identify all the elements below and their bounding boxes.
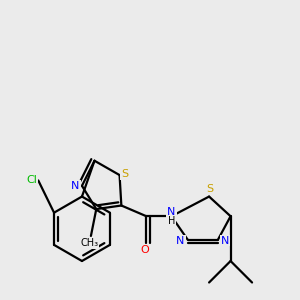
Text: N: N <box>167 207 176 217</box>
Text: N: N <box>71 181 80 191</box>
Text: CH₃: CH₃ <box>80 238 98 248</box>
Text: S: S <box>207 184 214 194</box>
Text: S: S <box>122 169 128 179</box>
Text: Cl: Cl <box>26 176 37 185</box>
Text: O: O <box>140 244 149 255</box>
Text: H: H <box>168 215 175 226</box>
Text: N: N <box>176 236 184 246</box>
Text: N: N <box>221 236 230 246</box>
